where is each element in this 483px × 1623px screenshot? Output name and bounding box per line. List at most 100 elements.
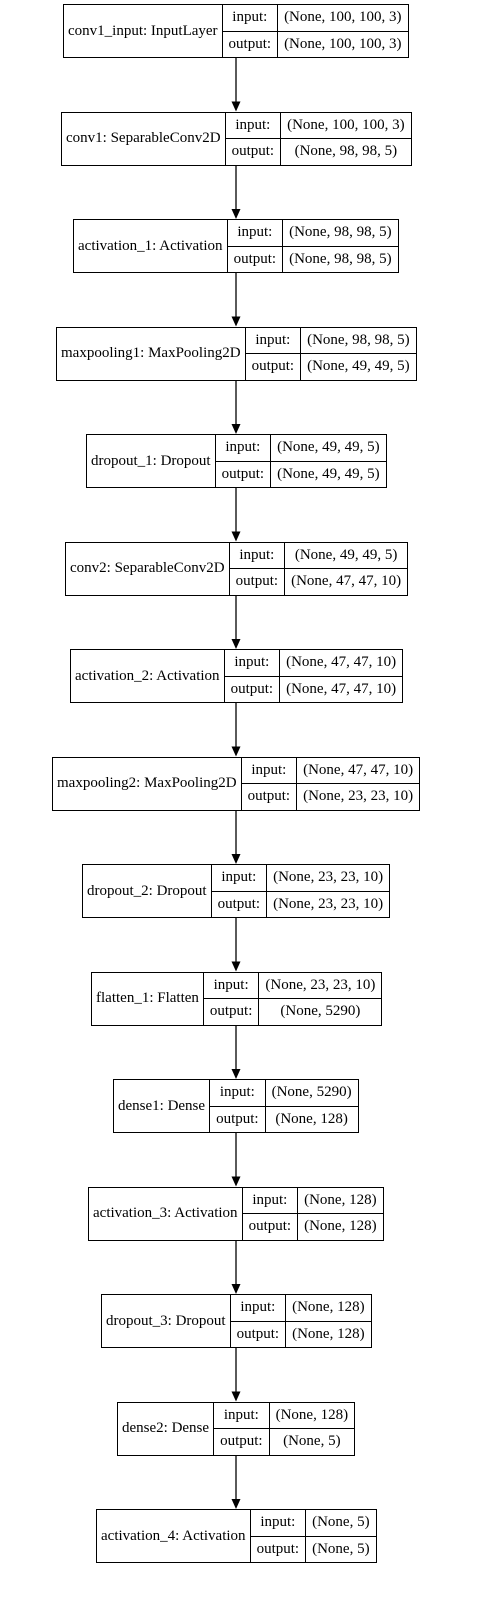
shape-values: (None, 100, 100, 3) (None, 100, 100, 3) (278, 5, 408, 57)
input-port-label: input: (214, 1403, 269, 1429)
port-labels: input: output: (224, 650, 281, 702)
arrowhead-icon (231, 1069, 241, 1079)
layer-name: activation_3: Activation (89, 1187, 243, 1240)
output-shape: (None, 47, 47, 10) (286, 680, 397, 697)
input-shape: (None, 98, 98, 5) (283, 220, 398, 247)
layer-node: activation_1: Activation input: output: (No… (73, 219, 399, 273)
layer-name: conv1_input: InputLayer (64, 5, 223, 57)
layer-node: conv1: SeparableConv2D input: output: (None… (61, 111, 412, 166)
arrowhead-icon (231, 854, 241, 864)
shape-values: (None, 5) (None, 5) (306, 1510, 376, 1562)
input-shape: (None, 128) (269, 1403, 355, 1429)
input-shape: (None, 49, 49, 5) (285, 543, 408, 569)
layer-name: activation_2: Activation (71, 650, 225, 702)
output-shape: (None, 23, 23, 10) (273, 895, 384, 912)
arrowhead-icon (231, 746, 241, 757)
layer-node: dropout_3: Dropout input: output: (None, 12… (101, 1294, 372, 1348)
output-port-label: output: (228, 35, 272, 52)
input-port-label: input: (230, 1295, 286, 1322)
shape-values: (None, 23, 23, 10) (None, 23, 23, 10) (267, 865, 390, 917)
input-shape: (None, 100, 100, 3) (278, 5, 408, 32)
layer-node: dense2: Dense input: output: (None, 128) (No… (117, 1401, 356, 1456)
arrowhead-icon (231, 1284, 241, 1294)
output-port-label: output: (216, 1110, 259, 1127)
arrowhead-icon (231, 316, 241, 327)
output-port-label: output: (230, 680, 274, 697)
input-shape: (None, 47, 47, 10) (297, 758, 420, 784)
output-shape: (None, 100, 100, 3) (284, 35, 402, 52)
output-shape: (None, 23, 23, 10) (303, 788, 414, 805)
layer-name: conv2: SeparableConv2D (66, 542, 230, 595)
port-labels: input: output: (225, 112, 282, 165)
input-port-label: input: (224, 650, 280, 677)
port-labels: input: output: (222, 5, 279, 57)
input-shape: (None, 98, 98, 5) (301, 328, 416, 354)
layer-name: activation_1: Activation (74, 220, 228, 272)
input-port-label: input: (242, 1188, 298, 1214)
port-labels: input: output: (250, 1510, 307, 1562)
arrowhead-icon (231, 639, 241, 649)
output-shape: (None, 128) (275, 1110, 348, 1127)
output-shape: (None, 128) (292, 1325, 365, 1342)
output-port-label: output: (221, 465, 265, 482)
input-shape: (None, 5) (306, 1510, 376, 1537)
output-port-label: output: (256, 1540, 300, 1557)
input-port-label: input: (211, 865, 267, 892)
arrowhead-icon (231, 1499, 241, 1509)
port-labels: input: output: (210, 1080, 266, 1132)
input-port-label: input: (245, 328, 301, 354)
layer-node: maxpooling1: MaxPooling2D input: output: (N… (56, 326, 417, 381)
layer-name: dense1: Dense (114, 1080, 211, 1132)
port-labels: input: output: (227, 220, 284, 272)
input-port-label: input: (250, 1510, 306, 1537)
layer-node: flatten_1: Flatten input: output: (None, 23… (91, 971, 383, 1026)
input-shape: (None, 100, 100, 3) (281, 113, 411, 139)
input-port-label: input: (225, 113, 281, 139)
output-shape: (None, 98, 98, 5) (294, 143, 398, 160)
arrowhead-icon (231, 424, 241, 434)
layer-node: maxpooling2: MaxPooling2D input: output: (N… (52, 756, 421, 811)
input-port-label: input: (222, 5, 278, 32)
layer-node: activation_4: Activation input: output: (No… (96, 1509, 377, 1563)
shape-values: (None, 128) (None, 128) (286, 1295, 371, 1347)
layer-name: dropout_3: Dropout (102, 1295, 231, 1347)
arrowhead-icon (231, 1176, 241, 1187)
input-shape: (None, 23, 23, 10) (259, 973, 382, 999)
output-port-label: output: (220, 1433, 263, 1450)
port-labels: input: output: (230, 1295, 287, 1347)
arrowhead-icon (231, 961, 241, 972)
output-port-label: output: (251, 358, 295, 375)
port-labels: input: output: (215, 435, 272, 487)
port-labels: input: output: (214, 1402, 270, 1455)
input-shape: (None, 49, 49, 5) (271, 435, 386, 462)
layer-node: dropout_2: Dropout input: output: (None, 23… (82, 864, 391, 918)
arrowhead-icon (231, 101, 241, 112)
input-shape: (None, 23, 23, 10) (267, 865, 390, 892)
layer-name: dropout_1: Dropout (87, 435, 216, 487)
port-labels: input: output: (241, 757, 298, 810)
layer-name: flatten_1: Flatten (92, 972, 204, 1025)
layer-name: dropout_2: Dropout (83, 865, 212, 917)
output-port-label: output: (236, 1325, 280, 1342)
arrowhead-icon (231, 531, 241, 542)
output-port-label: output: (248, 1218, 292, 1235)
output-shape: (None, 49, 49, 5) (307, 358, 410, 375)
output-shape: (None, 5) (312, 1540, 370, 1557)
output-port-label: output: (233, 250, 277, 267)
input-shape: (None, 5290) (265, 1080, 358, 1107)
output-port-label: output: (231, 143, 275, 160)
layer-name: conv1: SeparableConv2D (62, 112, 226, 165)
shape-values: (None, 128) (None, 128) (298, 1188, 383, 1240)
shape-values: (None, 5290) (None, 128) (265, 1080, 358, 1132)
layer-node: conv2: SeparableConv2D input: output: (None… (65, 541, 409, 596)
layer-node: dropout_1: Dropout input: output: (None, 49… (86, 434, 387, 488)
output-shape: (None, 5) (283, 1433, 341, 1450)
output-shape: (None, 98, 98, 5) (289, 250, 392, 267)
shape-values: (None, 128) (None, 5) (269, 1403, 355, 1455)
input-shape: (None, 128) (298, 1188, 383, 1214)
input-port-label: input: (215, 435, 271, 462)
output-shape: (None, 47, 47, 10) (291, 573, 402, 590)
layer-node: conv1_input: InputLayer input: output: (Non… (63, 4, 409, 58)
input-port-label: input: (210, 1080, 265, 1107)
